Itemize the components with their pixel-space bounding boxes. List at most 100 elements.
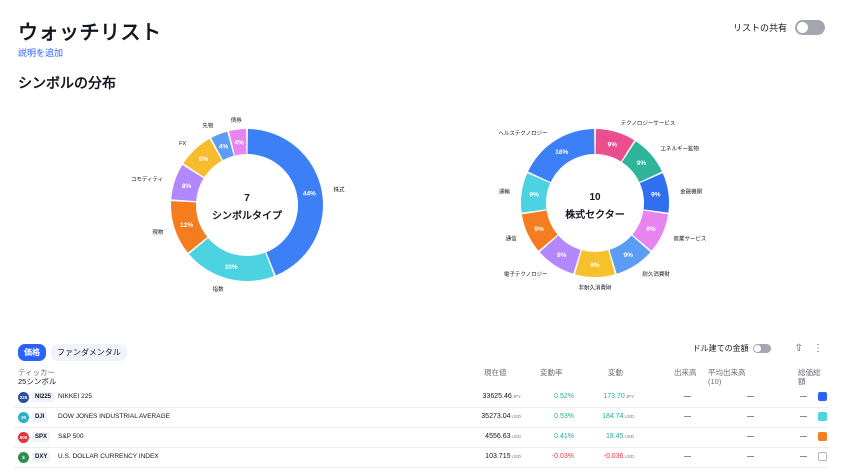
header-change-pct[interactable]: 変動率 <box>540 368 563 377</box>
slice-category-label: 現物 <box>152 228 164 236</box>
header-volume[interactable]: 出来高 <box>674 368 697 377</box>
row-color-checkbox[interactable] <box>818 452 827 461</box>
price-value: 4556.63 <box>485 433 511 440</box>
ytd-cell: — <box>800 393 807 400</box>
slice-percent-label: 4% <box>219 143 229 150</box>
price-value: 103.715 <box>485 453 511 460</box>
change-unit: JPY <box>625 394 634 399</box>
header-change[interactable]: 変動 <box>608 368 623 377</box>
donut-slice[interactable] <box>189 237 275 281</box>
table-row[interactable]: 30 DJI DOW JONES INDUSTRIAL AVERAGE 35273.0… <box>14 408 829 428</box>
slice-category-label: 先物 <box>202 122 214 130</box>
avg-volume-cell: — <box>747 393 754 400</box>
table-row[interactable]: 225 NI225 NIKKEI 225 33625.46JPY 0.52% 173.70… <box>14 388 829 408</box>
usd-total-toggle[interactable] <box>752 344 771 353</box>
row-color-checkbox[interactable] <box>818 392 827 401</box>
change-cell: 173.70JPY <box>603 393 634 400</box>
usd-total-label: ドル建ての金額 <box>692 344 749 353</box>
donut-center-label: シンボルタイプ <box>212 211 282 222</box>
slice-category-label: 指数 <box>213 285 225 293</box>
slice-percent-label: 9% <box>637 160 647 167</box>
slice-percent-label: 9% <box>557 252 567 259</box>
slice-percent-label: 9% <box>534 226 544 233</box>
slice-category-label: FX <box>179 141 186 147</box>
change-value: -0.036 <box>603 453 624 460</box>
donut-slice[interactable] <box>528 129 595 183</box>
change-value: 173.70 <box>603 393 625 400</box>
table-header: ティッカー 25シンボル 現在値 変動率 変動 出来高 平均出来高 (10) 総… <box>18 368 827 388</box>
table-toolbar: ドル建ての金額 ⇧ ⋮ <box>693 343 823 354</box>
tab-price[interactable]: 価格 <box>18 344 46 361</box>
slice-percent-label: 8% <box>182 183 192 190</box>
symbol-ticker[interactable]: DJI <box>32 412 48 422</box>
slice-percent-label: 9% <box>590 262 600 269</box>
slice-percent-label: 9% <box>651 192 661 199</box>
price-cell: 33625.46JPY <box>483 393 521 400</box>
page-title: ウォッチリスト <box>18 22 162 44</box>
slice-percent-label: 9% <box>608 141 618 148</box>
donut-slice[interactable] <box>575 250 615 277</box>
table-row[interactable]: 500 SPX S&P 500 4556.63USD 0.41% 18.45USD — — <box>14 428 829 448</box>
slice-category-label: 耐久消費財 <box>642 270 670 278</box>
slice-category-label: 電子テクノロジー <box>504 271 548 278</box>
slice-percent-label: 9% <box>646 226 656 233</box>
donut-slice[interactable] <box>609 235 651 274</box>
header-ytd[interactable]: 総価総額 <box>798 368 821 386</box>
donut-slice[interactable] <box>639 173 669 213</box>
donut-slice[interactable] <box>595 129 635 162</box>
donut-slice[interactable] <box>247 129 323 276</box>
price-unit: USD <box>511 434 521 439</box>
symbol-description: DOW JONES INDUSTRIAL AVERAGE <box>58 413 170 420</box>
volume-cell: — <box>684 413 691 420</box>
upload-icon[interactable]: ⇧ <box>794 343 803 354</box>
donut-center-count: 7 <box>244 193 250 204</box>
donut-slice[interactable] <box>521 210 558 251</box>
share-list-label: リストの共有 <box>732 23 787 33</box>
donut-slice[interactable] <box>171 165 204 202</box>
row-color-checkbox[interactable] <box>818 412 827 421</box>
avg-volume-cell: — <box>747 453 754 460</box>
header-avg-volume-period: (10) <box>708 377 722 386</box>
change-unit: USD <box>624 414 634 419</box>
donut-slice[interactable] <box>183 138 222 178</box>
more-icon[interactable]: ⋮ <box>813 343 823 354</box>
donut-slice[interactable] <box>211 131 234 161</box>
symbol-ticker[interactable]: SPX <box>32 432 51 442</box>
slice-percent-label: 44% <box>303 191 316 198</box>
slice-category-label: テクノロジーサービス <box>621 119 676 127</box>
share-list-control[interactable]: リストの共有 <box>733 20 825 35</box>
donut-slice[interactable] <box>621 141 662 183</box>
donut-slice[interactable] <box>228 129 247 156</box>
donut-slice[interactable] <box>539 235 581 274</box>
price-value: 33625.46 <box>482 393 512 400</box>
share-list-toggle[interactable] <box>795 20 825 35</box>
donut-slice[interactable] <box>632 210 669 251</box>
header-price[interactable]: 現在値 <box>484 368 507 377</box>
price-cell: 35273.04USD <box>481 413 521 420</box>
ytd-cell: — <box>800 453 807 460</box>
slice-percent-label: 9% <box>529 192 539 199</box>
sector-donut-svg: 9% テクノロジーサービス 9% エネルギー鉱物 9% 金融機関 9% 商業サービス 9% 耐久消… <box>498 119 706 292</box>
sector-donut-chart: 9% テクノロジーサービス 9% エネルギー鉱物 9% 金融機関 9% 商業サービス 9% 耐久消… <box>498 119 706 292</box>
add-description-link[interactable]: 説明を追加 <box>18 48 64 58</box>
header-ticker-label: ティッカー <box>18 368 56 377</box>
avg-volume-cell: — <box>747 413 754 420</box>
header-avg-volume[interactable]: 平均出来高 (10) <box>708 368 746 386</box>
row-color-checkbox[interactable] <box>818 432 827 441</box>
volume-cell: — <box>684 393 691 400</box>
price-value: 35273.04 <box>481 413 511 420</box>
symbol-type-donut-chart: 44% 株式 20% 指数 12% 現物 8% コモディティ 8% FX 4% 先物 4% 債券 7 シン… <box>131 116 345 293</box>
donut-slice[interactable] <box>521 173 551 213</box>
view-tabs: 価格 ファンダメンタル <box>18 344 127 361</box>
symbol-ticker[interactable]: NI225 <box>32 392 55 402</box>
price-unit: USD <box>511 454 521 459</box>
tab-fundamental[interactable]: ファンダメンタル <box>51 344 127 361</box>
donut-slice[interactable] <box>171 201 208 253</box>
change-pct-cell: 0.52% <box>554 393 574 400</box>
section-title: シンボルの分布 <box>18 75 116 91</box>
symbol-ticker[interactable]: DXY <box>32 452 51 462</box>
table-row[interactable]: $ DXY U.S. DOLLAR CURRENCY INDEX 103.715USD… <box>14 448 829 468</box>
slice-category-label: 商業サービス <box>673 234 706 242</box>
header-ticker[interactable]: ティッカー 25シンボル <box>18 368 56 386</box>
slice-percent-label: 18% <box>555 149 568 156</box>
